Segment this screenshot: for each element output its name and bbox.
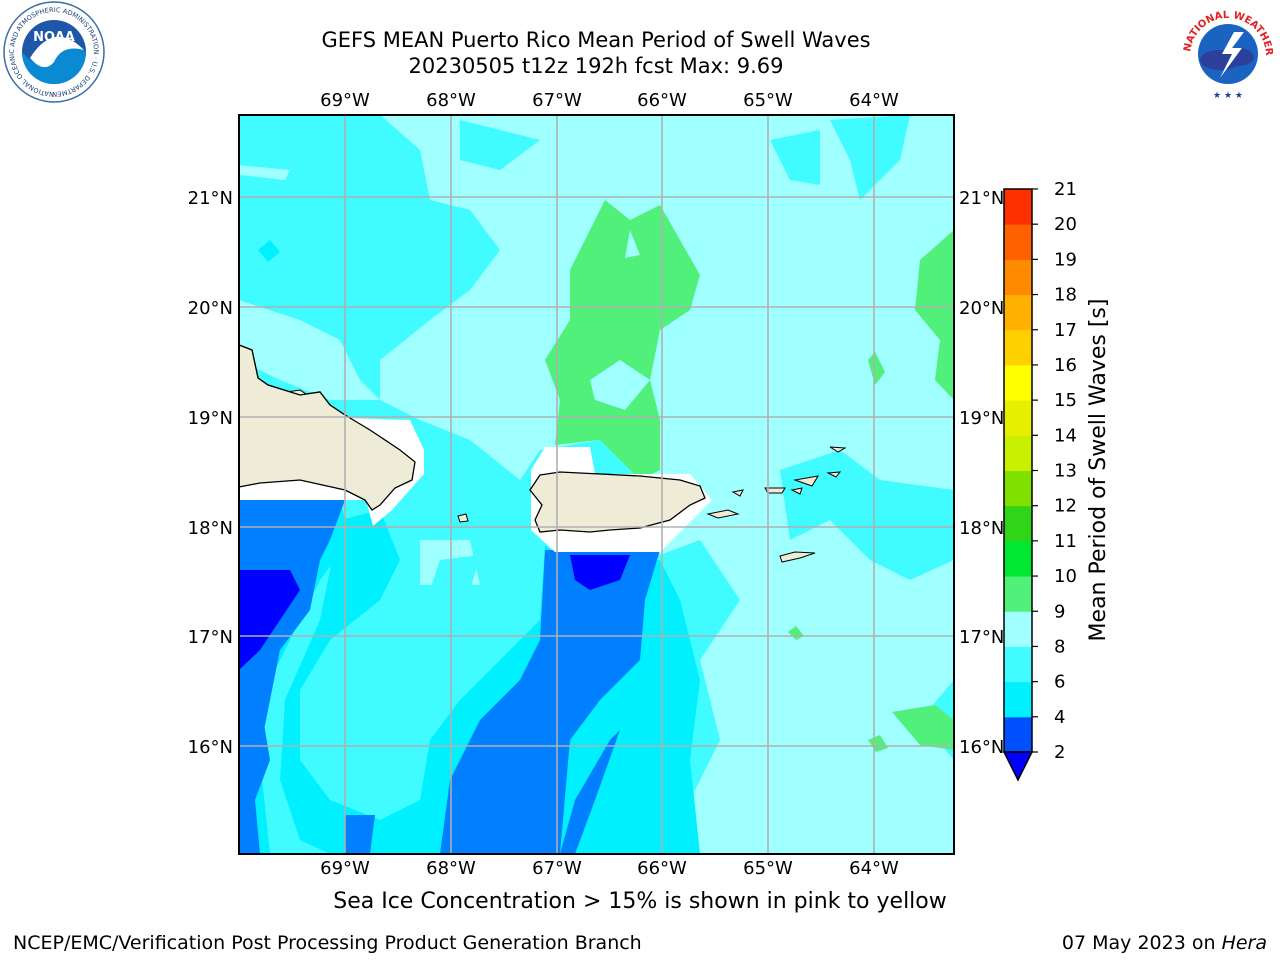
lon-label: 66°W [637,90,687,111]
colorbar-segment [1004,364,1032,401]
colorbar-tick-label: 10 [1054,566,1077,587]
lon-label: 69°W [320,858,370,879]
lat-label: 18°N [188,518,233,539]
lat-label: 19°N [188,408,233,429]
colorbar-tick-label: 9 [1054,601,1065,622]
colorbar-tick-label: 15 [1054,390,1077,411]
colorbar-tick-label: 2 [1054,742,1065,763]
lon-label: 67°W [532,90,582,111]
lon-labels-top: 69°W 68°W 67°W 66°W 65°W 64°W [320,90,899,111]
lat-label: 17°N [188,627,233,648]
colorbar-segment [1004,294,1032,331]
colorbar-segment [1004,435,1032,471]
noaa-logo-text: NOAA [33,30,75,45]
colorbar-tick-label: 20 [1054,214,1077,235]
colorbar-tick-label: 18 [1054,285,1077,306]
noaa-logo: NATIONAL OCEANIC AND ATMOSPHERIC ADMINIS… [0,0,105,103]
lat-label: 21°N [959,188,1004,209]
colorbar-segment [1004,329,1032,366]
colorbar-tick-label: 21 [1054,179,1077,200]
lat-label: 18°N [959,518,1004,539]
lat-label: 17°N [959,627,1004,648]
colorbar-segment [1004,646,1032,683]
colorbar-tick-label: 13 [1054,461,1077,482]
colorbar-tick-label: 12 [1054,496,1077,517]
lon-label: 67°W [532,858,582,879]
colorbar-segment [1004,716,1032,753]
colorbar-tick-label: 14 [1054,425,1077,446]
colorbar-tick-label: 17 [1054,320,1077,341]
lon-label: 68°W [426,858,476,879]
band-below-2 [239,570,300,670]
chart-subtitle: 20230505 t12z 192h fcst Max: 9.69 [408,54,784,78]
colorbar-segment [1004,576,1032,612]
lat-label: 21°N [188,188,233,209]
colorbar-segment [1004,224,1032,260]
map-frame [238,114,955,855]
lat-label: 19°N [959,408,1004,429]
map-grid [239,115,954,854]
colorbar-tick-label: 4 [1054,707,1065,728]
lat-label: 16°N [959,737,1004,758]
lon-label: 64°W [849,858,899,879]
colorbar: 2 4 6 8 9 10 11 12 13 14 15 16 17 18 19 20 21 [1002,179,1077,782]
colorbar-tick-label: 6 [1054,672,1065,693]
lon-label: 65°W [743,858,793,879]
colorbar-segment [1004,540,1032,577]
colorbar-under-extension [1002,751,1034,782]
lon-label: 65°W [743,90,793,111]
lat-label: 16°N [188,737,233,758]
lon-label: 66°W [637,858,687,879]
colorbar-label: Mean Period of Swell Waves [s] [1086,299,1111,642]
colorbar-segment [1004,400,1032,436]
date-text: 07 May 2023 on [1061,932,1216,954]
lat-labels-right: 21°N 20°N 19°N 18°N 17°N 16°N [959,188,1004,758]
colorbar-tick-label: 8 [1054,636,1065,657]
lat-label: 20°N [188,298,233,319]
colorbar-segment [1004,505,1032,542]
credit-line: NCEP/EMC/Verification Post Processing Pr… [13,932,642,954]
machine-name: Hera [1221,932,1267,954]
chart-title: GEFS MEAN Puerto Rico Mean Period of Swe… [321,28,871,52]
colorbar-tick-label: 19 [1054,249,1077,270]
lon-labels-bottom: 69°W 68°W 67°W 66°W 65°W 64°W [320,858,899,879]
lat-labels-left: 21°N 20°N 19°N 18°N 17°N 16°N [188,188,233,758]
colorbar-segment [1004,681,1032,718]
lon-label: 64°W [849,90,899,111]
colorbar-segment [1004,470,1032,507]
lon-label: 69°W [320,90,370,111]
colorbar-segment [1004,189,1032,225]
lat-label: 20°N [959,298,1004,319]
sea-ice-note: Sea Ice Concentration > 15% is shown in … [333,889,947,914]
colorbar-segment [1004,611,1032,647]
date-line: 07 May 2023 on Hera [1062,932,1267,954]
lon-label: 68°W [426,90,476,111]
colorbar-segment [1004,259,1032,296]
colorbar-tick-label: 16 [1054,355,1077,376]
colorbar-tick-label: 11 [1054,531,1077,552]
nws-stars: ★ ★ ★ [1213,91,1243,101]
nws-logo: NATIONAL WEATHER SERVICE ★ ★ ★ [1176,0,1277,101]
